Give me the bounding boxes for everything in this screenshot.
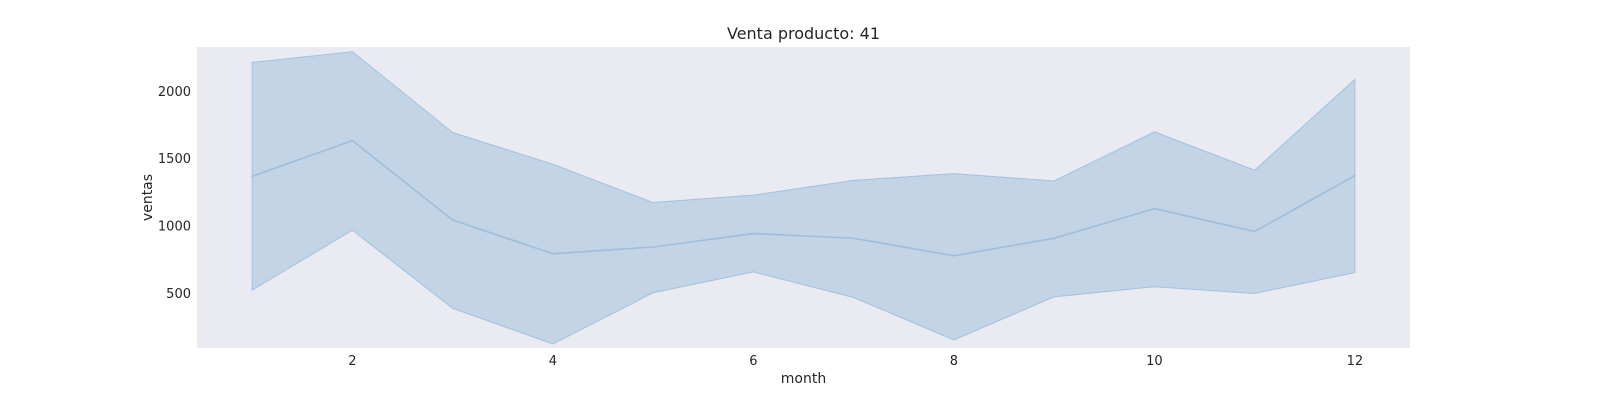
x-tick-label: 6 xyxy=(749,354,757,369)
x-axis-label: month xyxy=(781,371,826,387)
data-point xyxy=(1053,237,1055,240)
chart-marks xyxy=(251,51,1356,345)
y-tick-label: 1500 xyxy=(158,152,191,167)
data-point xyxy=(451,219,454,221)
x-tick-label: 8 xyxy=(950,354,958,369)
y-tick-label: 1000 xyxy=(158,219,191,234)
data-point xyxy=(351,139,354,142)
data-point xyxy=(1354,174,1356,177)
data-point xyxy=(552,252,554,255)
data-point xyxy=(1253,230,1256,233)
y-tick-label: 500 xyxy=(166,287,191,302)
data-point xyxy=(251,175,253,178)
data-point xyxy=(953,254,955,257)
chart-title: Venta producto: 41 xyxy=(727,24,880,43)
data-point xyxy=(1153,207,1156,210)
x-tick-label: 4 xyxy=(549,354,557,369)
x-tick-label: 2 xyxy=(348,354,356,369)
data-point xyxy=(652,246,654,248)
data-point xyxy=(852,237,855,240)
series-line xyxy=(251,139,1356,257)
data-point xyxy=(752,232,755,235)
confidence-band xyxy=(251,51,1356,345)
x-tick-label: 12 xyxy=(1347,354,1364,369)
y-axis-ticks: 500 1000 1500 2000 xyxy=(158,85,191,302)
y-tick-label: 2000 xyxy=(158,85,191,100)
y-axis-label: ventas xyxy=(140,174,156,221)
x-axis-ticks: 2 4 6 8 10 12 xyxy=(348,354,1363,369)
x-tick-label: 10 xyxy=(1146,354,1163,369)
